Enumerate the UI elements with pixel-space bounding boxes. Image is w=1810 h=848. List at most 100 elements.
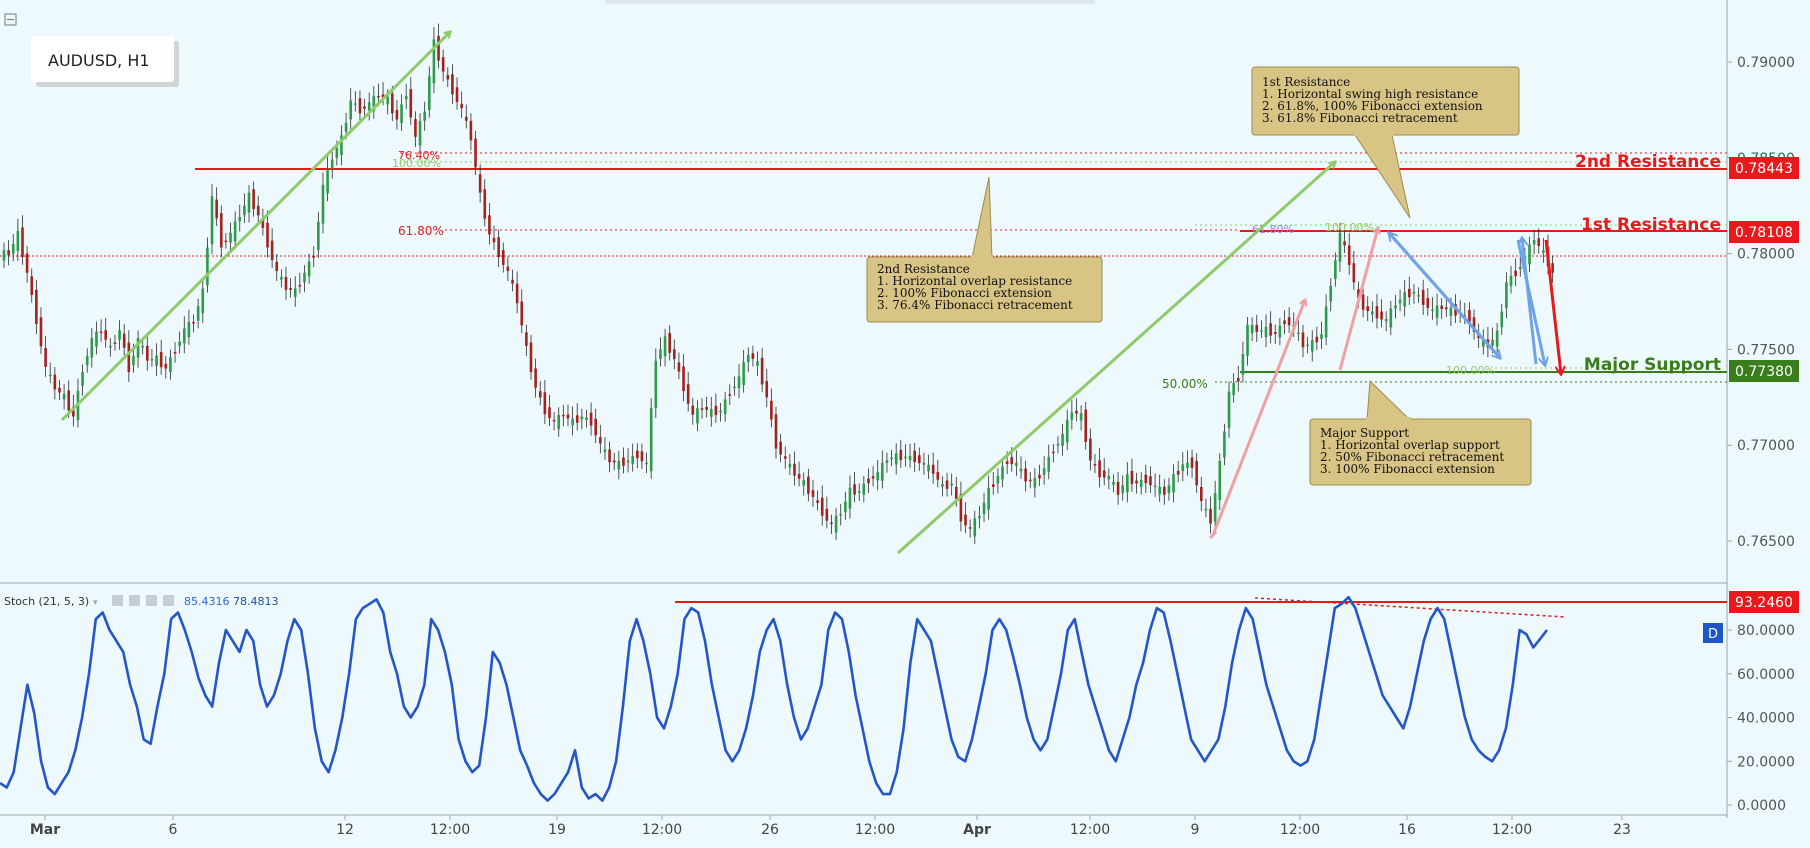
candle-body [959, 493, 963, 522]
pink-arrow-1 [1211, 300, 1305, 536]
candle-body [807, 476, 810, 494]
candle-body [441, 57, 445, 72]
time-tick-label: Mar [30, 822, 60, 838]
candle-body [358, 98, 362, 114]
candle-body [622, 457, 625, 466]
stoch-axis-ticks: 80.0000 60.0000 40.0000 20.0000 0.0000 [1727, 623, 1795, 814]
candle-body [654, 360, 658, 409]
top-scroll-hint [605, 0, 1095, 4]
candle-body [132, 355, 135, 366]
settings-icon[interactable] [112, 595, 123, 606]
time-tick-label: 12:00 [1280, 822, 1320, 838]
callout-support-line1: 1. Horizontal overlap support [1320, 438, 1500, 452]
time-tick-label: 12:00 [1070, 822, 1110, 838]
candle-body [1190, 457, 1194, 468]
stoch-tick-label: 20.0000 [1737, 754, 1795, 770]
candle-body [201, 288, 205, 314]
candle-body [1380, 311, 1383, 320]
pink-arrow-2 [1338, 228, 1378, 371]
candle-body [811, 490, 815, 497]
first-resistance-label: 1st Resistance [1581, 215, 1721, 235]
time-tick-label: 23 [1613, 822, 1631, 838]
candle-body [1015, 462, 1018, 466]
candle-body [779, 441, 782, 455]
candle-body [857, 491, 861, 493]
price-axis-ticks: 0.790000.785000.780000.775000.770000.765… [1727, 55, 1795, 550]
candle-body [908, 455, 912, 461]
candle-body [367, 102, 371, 111]
candle-body [30, 276, 34, 295]
candle-body [1542, 250, 1545, 253]
gear-icon[interactable] [129, 595, 140, 606]
candle-body [1375, 306, 1379, 319]
candle-body [1384, 318, 1388, 322]
candle-body [575, 415, 579, 423]
callout-second-resistance[interactable]: 2nd Resistance 1. Horizontal overlap res… [866, 176, 1103, 323]
candle-body [173, 352, 177, 354]
plus-icon[interactable] [146, 595, 157, 606]
candle-body [686, 384, 690, 404]
collapse-icon[interactable] [4, 13, 17, 26]
symbol-label-box[interactable]: AUDUSD, H1 [31, 36, 179, 87]
candle-body [848, 487, 852, 509]
candle-body [35, 289, 38, 325]
candle-body [1435, 305, 1439, 318]
candle-body [1468, 309, 1471, 325]
candle-body [1223, 431, 1226, 458]
close-icon[interactable] [163, 595, 174, 606]
candle-body [950, 483, 953, 486]
major-support-price: 0.77380 [1735, 364, 1793, 380]
candle-body [469, 120, 473, 141]
candle-body [1250, 324, 1254, 334]
candle-body [150, 358, 154, 361]
callout-second-line2: 2. 100% Fibonacci extension [877, 286, 1052, 300]
candle-body [1444, 307, 1448, 310]
candle-body [931, 464, 935, 474]
candle-body [25, 253, 29, 273]
candle-body [1260, 330, 1263, 332]
candle-body [335, 148, 339, 158]
candle-body [1431, 309, 1434, 311]
candle-body [280, 276, 283, 280]
d-badge-label: D [1708, 627, 1718, 642]
candle-body [1158, 486, 1161, 495]
candle-body [155, 355, 158, 366]
candle-body [603, 449, 607, 453]
price-axis-area [1727, 0, 1810, 844]
candle-body [349, 100, 353, 120]
candle-body [215, 199, 218, 219]
candle-body [400, 104, 403, 123]
candle-body [1172, 474, 1175, 493]
candle-body [515, 283, 519, 304]
candle-body [1010, 457, 1014, 465]
chevron-down-icon[interactable]: ▾ [93, 598, 98, 608]
candle-body [474, 138, 477, 168]
candle-body [626, 460, 630, 463]
d-badge[interactable]: D [1703, 623, 1723, 643]
candle-body [312, 256, 316, 258]
candle-body [178, 341, 181, 346]
candle-body [460, 103, 463, 109]
candle-body [1518, 266, 1522, 270]
candle-body [2, 250, 6, 261]
candle-body [252, 189, 255, 210]
candle-body [696, 408, 699, 424]
candle-body [1232, 383, 1235, 396]
candle-body [1255, 324, 1259, 332]
candle-body [1403, 292, 1406, 307]
candle-body [548, 407, 551, 419]
candle-body [663, 336, 667, 357]
candle-body [53, 374, 57, 390]
candle-body [571, 418, 574, 426]
candle-body [261, 218, 265, 228]
callout-first-resistance[interactable]: 1st Resistance 1. Horizontal swing high … [1251, 66, 1520, 219]
candle-body [478, 174, 482, 193]
candle-body [723, 399, 727, 415]
candle-body [672, 349, 676, 359]
candle-body [372, 95, 376, 112]
candle-body [386, 96, 389, 105]
candle-body [525, 332, 528, 346]
callout-major-support[interactable]: Major Support 1. Horizontal overlap supp… [1309, 379, 1532, 486]
candle-body [418, 120, 422, 146]
